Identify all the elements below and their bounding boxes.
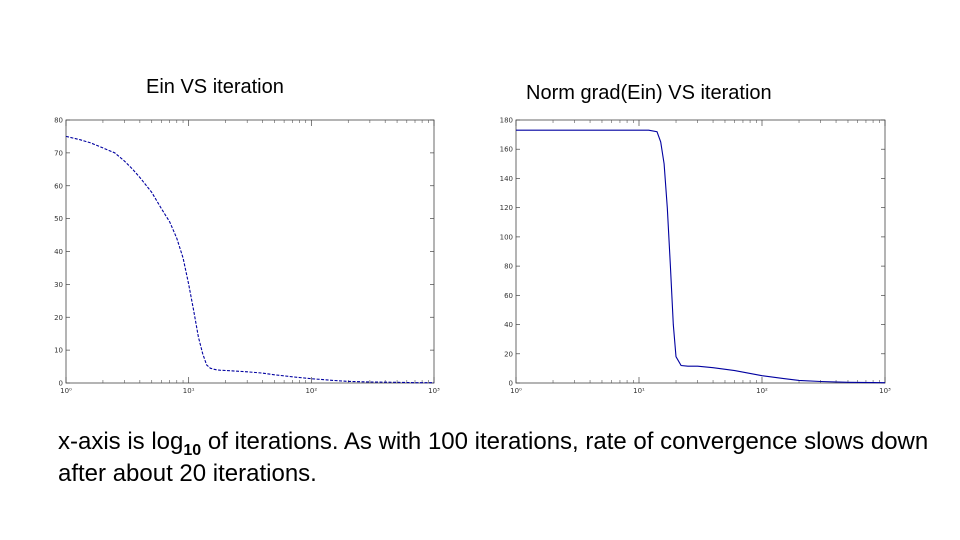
x-tick-label: 10⁰ <box>60 387 72 395</box>
y-tick-label: 160 <box>500 146 513 154</box>
y-tick-label: 80 <box>54 117 63 125</box>
y-tick-label: 20 <box>504 350 513 358</box>
x-tick-label: 10⁰ <box>510 387 522 395</box>
caption-part1: x-axis is log <box>58 428 184 455</box>
y-tick-label: 80 <box>504 263 513 271</box>
y-tick-label: 10 <box>54 347 63 355</box>
x-tick-label: 10¹ <box>183 387 195 395</box>
plot-frame-1 <box>515 119 886 384</box>
plot-frame-0 <box>65 119 435 384</box>
y-tick-label: 20 <box>54 314 63 322</box>
y-tick-label: 40 <box>54 248 63 256</box>
y-tick-label: 180 <box>500 117 513 125</box>
y-tick-label: 0 <box>59 380 63 388</box>
y-tick-label: 60 <box>54 182 63 190</box>
x-tick-label: 10³ <box>879 387 891 395</box>
y-tick-label: 140 <box>500 175 513 183</box>
x-tick-label: 10³ <box>428 387 440 395</box>
y-tick-label: 70 <box>54 149 63 157</box>
y-tick-label: 120 <box>500 204 513 212</box>
y-tick-label: 0 <box>509 380 513 388</box>
caption-part2: of iterations. As with 100 iterations, r… <box>58 428 929 487</box>
caption-text: x-axis is log10 of iterations. As with 1… <box>58 426 948 490</box>
y-tick-label: 40 <box>504 321 513 329</box>
x-tick-label: 10¹ <box>633 387 645 395</box>
x-tick-label: 10² <box>756 387 768 395</box>
chart-title-norm-grad: Norm grad(Ein) VS iteration <box>526 82 772 104</box>
y-tick-label: 60 <box>504 292 513 300</box>
y-tick-label: 30 <box>54 281 63 289</box>
series-line-1-0 <box>516 129 886 384</box>
x-tick-label: 10² <box>305 387 317 395</box>
chart-title-ein: Ein VS iteration <box>146 76 284 98</box>
y-tick-label: 50 <box>54 215 63 223</box>
series-line-0-0 <box>65 135 434 384</box>
caption-subscript: 10 <box>183 442 202 459</box>
y-tick-label: 100 <box>500 233 513 241</box>
